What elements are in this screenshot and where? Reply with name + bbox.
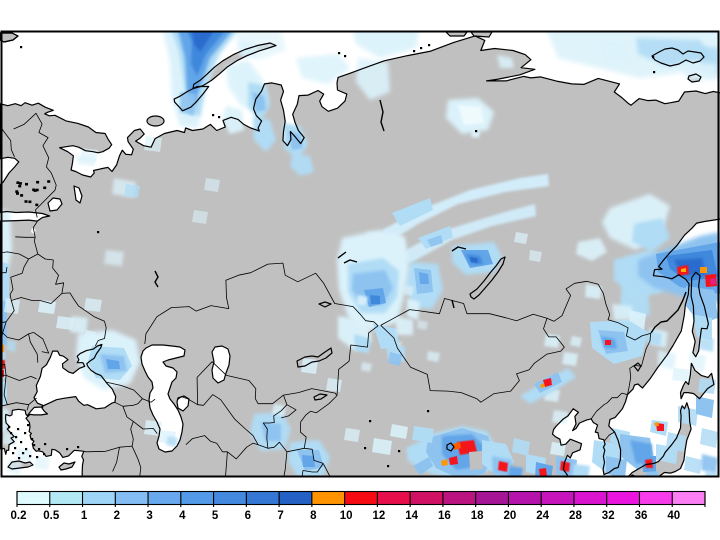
svg-text:40: 40 xyxy=(667,510,680,522)
svg-text:12: 12 xyxy=(372,510,385,522)
svg-text:6: 6 xyxy=(245,510,251,522)
svg-text:7: 7 xyxy=(277,510,283,522)
svg-text:14: 14 xyxy=(405,510,418,522)
svg-text:5: 5 xyxy=(212,510,219,522)
svg-text:10: 10 xyxy=(340,510,353,522)
svg-text:32: 32 xyxy=(602,510,615,522)
svg-text:18: 18 xyxy=(471,510,484,522)
svg-text:0.5: 0.5 xyxy=(43,510,60,522)
svg-text:24: 24 xyxy=(536,510,549,522)
svg-text:36: 36 xyxy=(635,510,648,522)
svg-text:8: 8 xyxy=(310,510,317,522)
svg-text:3: 3 xyxy=(146,510,152,522)
svg-text:28: 28 xyxy=(569,510,582,522)
svg-text:4: 4 xyxy=(179,510,186,522)
svg-text:16: 16 xyxy=(438,510,451,522)
svg-text:20: 20 xyxy=(504,510,517,522)
svg-text:0.2: 0.2 xyxy=(11,510,27,522)
svg-text:2: 2 xyxy=(114,510,120,522)
svg-text:1: 1 xyxy=(81,510,88,522)
